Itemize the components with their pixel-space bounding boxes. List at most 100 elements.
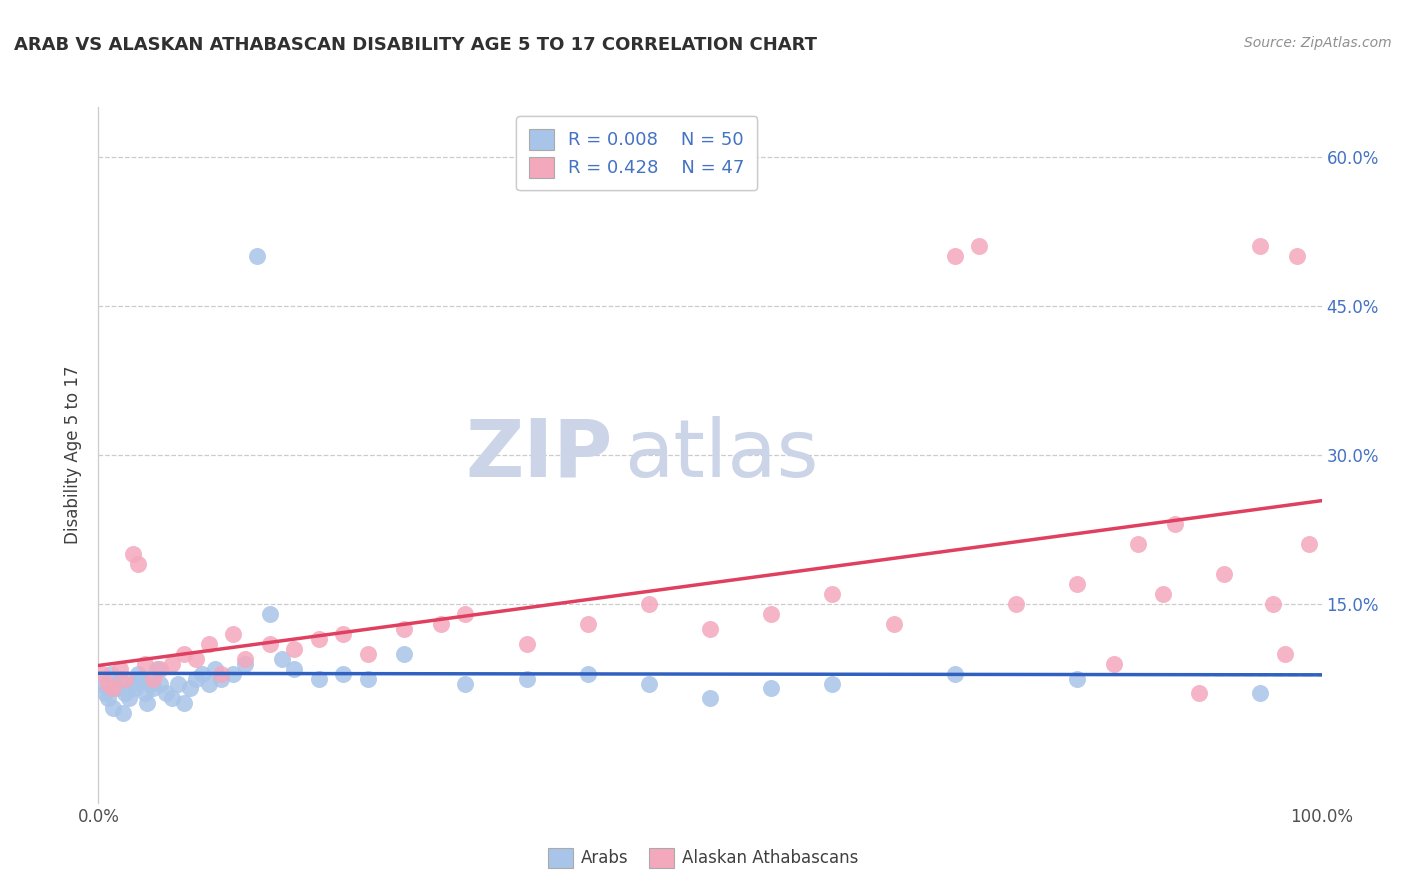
Point [179, 681, 201, 696]
Point [638, 676, 661, 690]
Point [943, 666, 966, 681]
Point [761, 607, 783, 621]
Point [111, 706, 134, 721]
Point [121, 547, 143, 561]
Point [100, 666, 122, 681]
Point [1066, 577, 1088, 591]
Point [121, 676, 143, 690]
Point [1004, 597, 1026, 611]
Point [1250, 686, 1272, 700]
Point [142, 672, 165, 686]
Point [308, 632, 330, 646]
Point [118, 691, 141, 706]
Point [134, 657, 156, 671]
Point [124, 681, 146, 696]
Point [209, 672, 232, 686]
Point [283, 662, 305, 676]
Point [516, 672, 538, 686]
Point [155, 686, 177, 700]
Point [222, 666, 245, 681]
Point [356, 672, 378, 686]
Point [127, 558, 149, 572]
Point [136, 697, 159, 711]
Point [392, 622, 416, 636]
Text: ARAB VS ALASKAN ATHABASCAN DISABILITY AGE 5 TO 17 CORRELATION CHART: ARAB VS ALASKAN ATHABASCAN DISABILITY AG… [14, 36, 817, 54]
Point [90, 676, 112, 690]
Point [233, 651, 256, 665]
Point [101, 681, 124, 696]
Point [186, 672, 208, 686]
Point [454, 607, 477, 621]
Point [114, 686, 136, 700]
Point [160, 657, 183, 671]
Point [967, 239, 990, 253]
Point [191, 666, 214, 681]
Point [1286, 249, 1309, 263]
Point [101, 701, 124, 715]
Legend: R = 0.008    N = 50, R = 0.428    N = 47: R = 0.008 N = 50, R = 0.428 N = 47 [516, 116, 758, 190]
Point [142, 681, 165, 696]
Point [146, 662, 169, 676]
Point [97, 691, 120, 706]
Point [516, 637, 538, 651]
Point [392, 647, 416, 661]
Point [821, 587, 844, 601]
Point [308, 672, 330, 686]
Point [1188, 686, 1211, 700]
Point [110, 672, 132, 686]
Point [356, 647, 378, 661]
Point [173, 697, 195, 711]
Point [110, 662, 132, 676]
Point [209, 666, 232, 681]
Point [246, 249, 269, 263]
Legend: Arabs, Alaskan Athabascans: Arabs, Alaskan Athabascans [541, 841, 865, 875]
Point [943, 249, 966, 263]
Point [821, 676, 844, 690]
Point [139, 676, 162, 690]
Point [93, 686, 115, 700]
Point [576, 666, 599, 681]
Point [114, 672, 136, 686]
Point [186, 651, 208, 665]
Point [1152, 587, 1174, 601]
Point [129, 672, 152, 686]
Text: ZIP: ZIP [465, 416, 612, 494]
Point [283, 641, 305, 656]
Point [576, 616, 599, 631]
Point [1128, 537, 1150, 551]
Point [761, 681, 783, 696]
Y-axis label: Disability Age 5 to 17: Disability Age 5 to 17 [65, 366, 83, 544]
Point [134, 686, 156, 700]
Point [259, 607, 281, 621]
Point [222, 627, 245, 641]
Point [883, 616, 905, 631]
Point [105, 681, 128, 696]
Point [270, 651, 294, 665]
Point [638, 597, 661, 611]
Point [197, 676, 219, 690]
Text: atlas: atlas [624, 416, 818, 494]
Point [91, 666, 114, 681]
Point [1164, 517, 1187, 532]
Point [160, 691, 183, 706]
Point [1261, 597, 1284, 611]
Point [1298, 537, 1320, 551]
Point [454, 676, 477, 690]
Text: Source: ZipAtlas.com: Source: ZipAtlas.com [1244, 36, 1392, 50]
Point [197, 637, 219, 651]
Point [1212, 567, 1234, 582]
Point [1250, 239, 1272, 253]
Point [1274, 647, 1296, 661]
Point [1102, 657, 1125, 671]
Point [149, 676, 172, 690]
Point [127, 666, 149, 681]
Point [430, 616, 453, 631]
Point [149, 662, 172, 676]
Point [204, 662, 226, 676]
Point [1066, 672, 1088, 686]
Point [167, 676, 190, 690]
Point [97, 676, 120, 690]
Point [259, 637, 281, 651]
Point [332, 666, 354, 681]
Point [699, 691, 721, 706]
